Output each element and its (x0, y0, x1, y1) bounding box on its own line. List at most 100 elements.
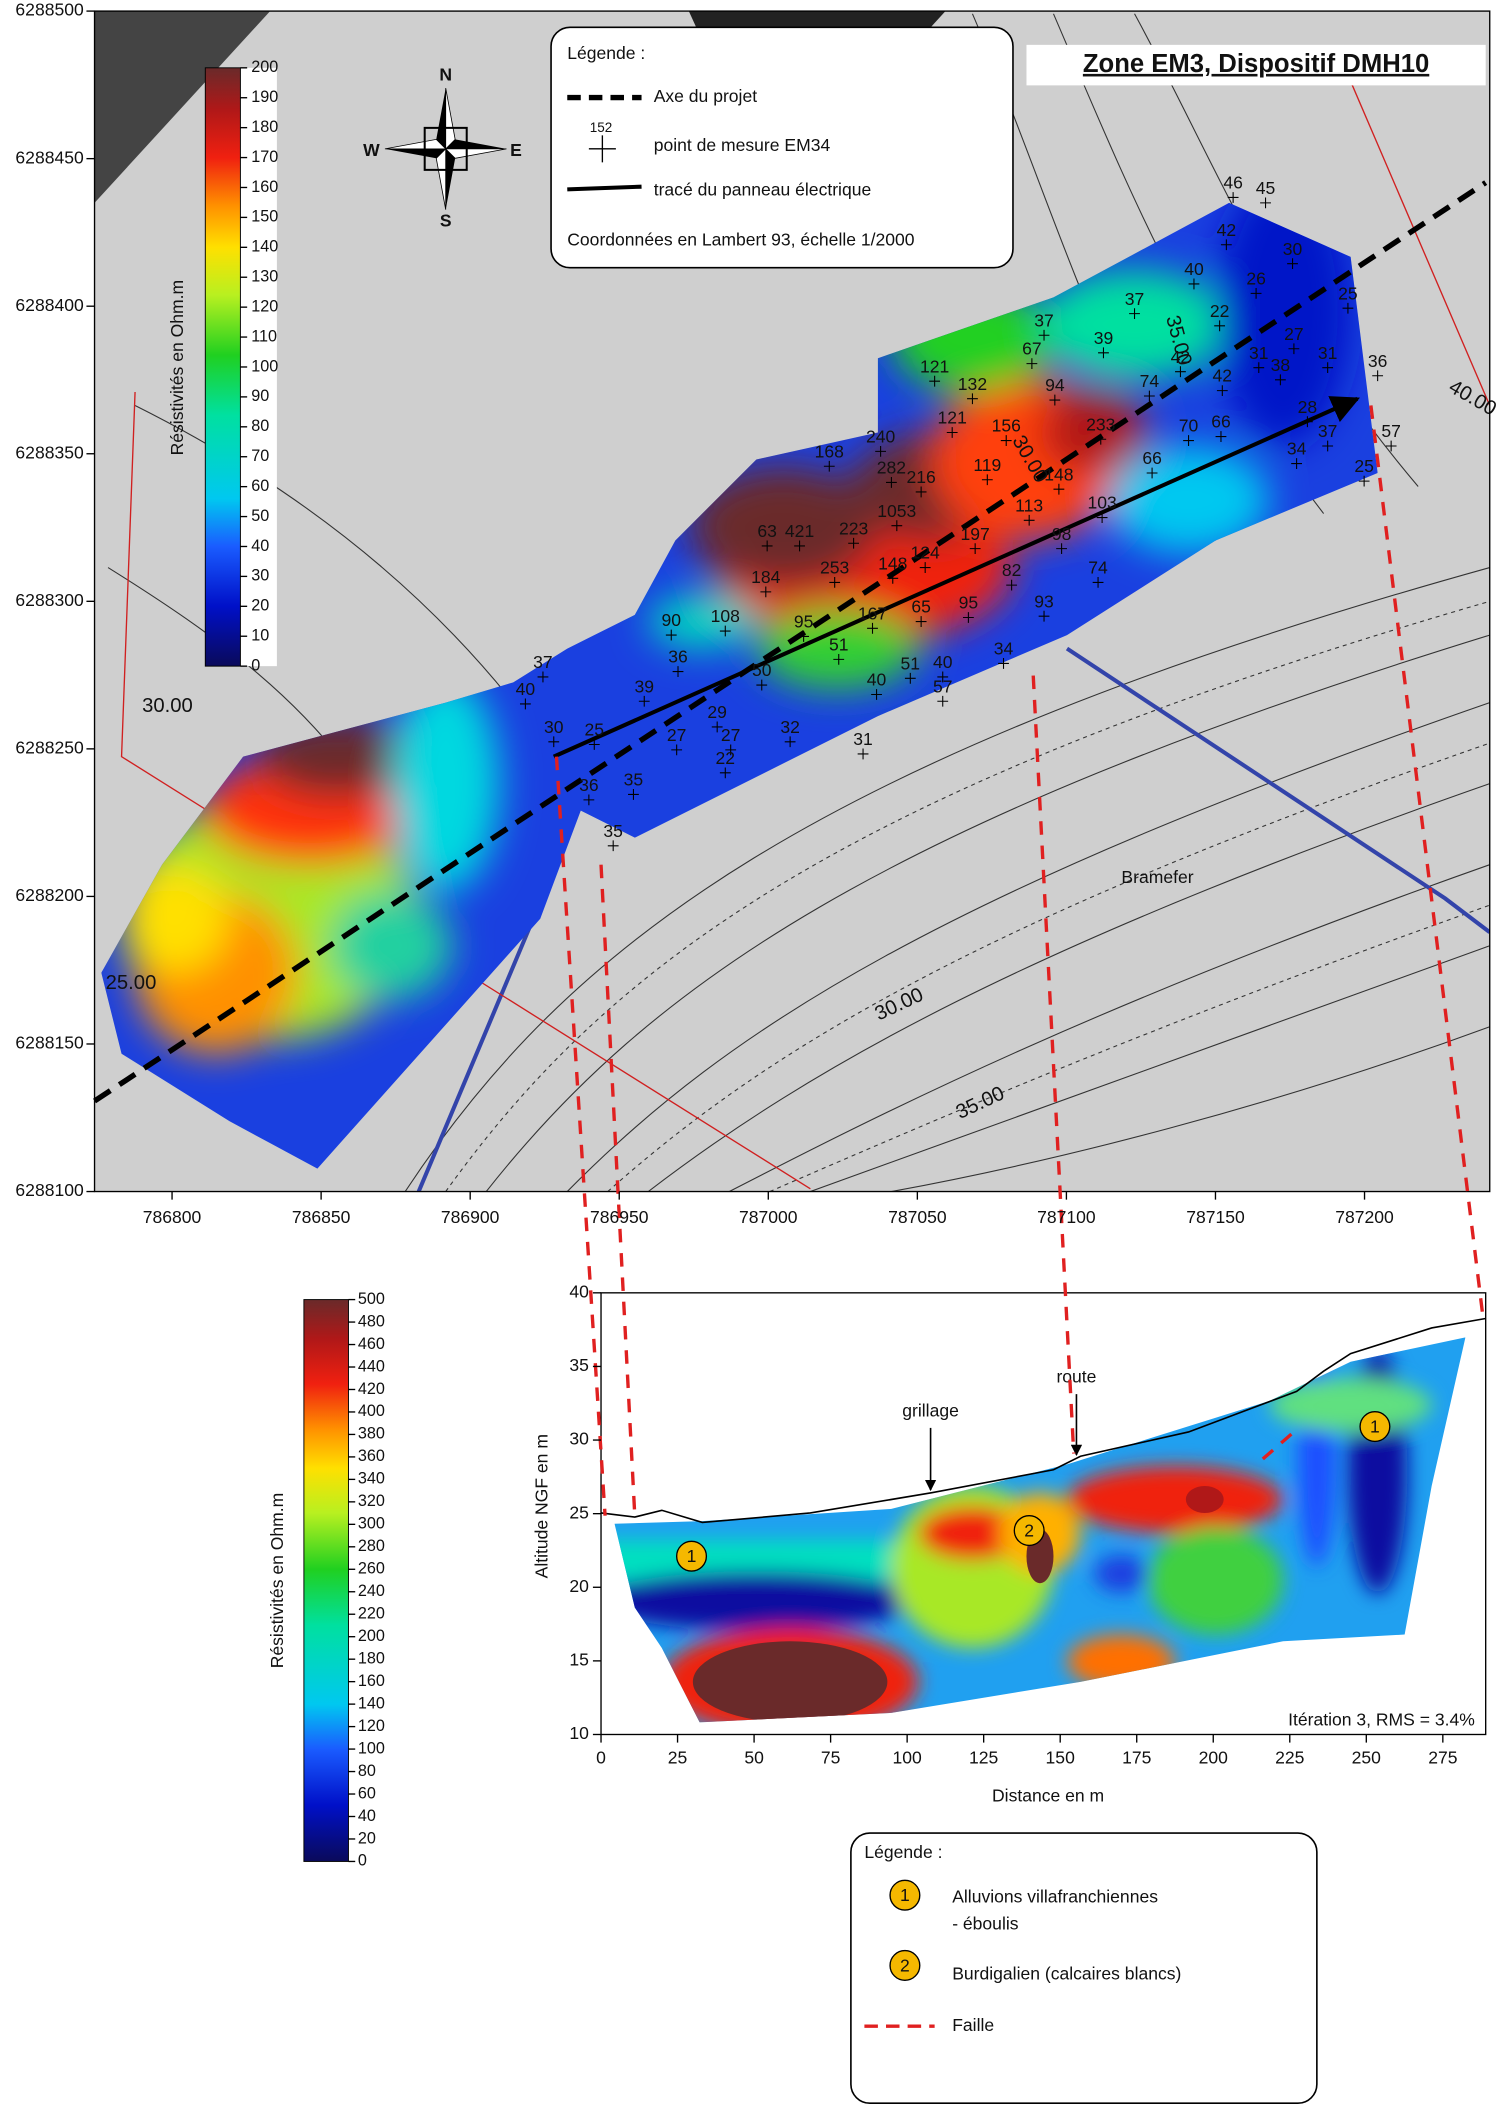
measure-point (1385, 440, 1397, 452)
colorbar-tick-label: 180 (251, 118, 278, 136)
y-tick-label: 25 (569, 1502, 589, 1522)
measure-point-label: 22 (1210, 301, 1230, 321)
colorbar-tick-label: 140 (251, 238, 278, 256)
measure-point-label: 34 (1287, 439, 1307, 459)
colorbar-tick-label: 260 (358, 1560, 385, 1578)
compass-e: E (510, 140, 522, 160)
measure-point (1322, 440, 1334, 452)
compass-s: S (440, 210, 452, 230)
y-tick-label: 30 (569, 1429, 589, 1449)
colorbar-tick-label: 300 (358, 1515, 385, 1533)
measure-point (823, 460, 835, 472)
measure-point (1049, 394, 1061, 406)
measure-point-label: 36 (668, 647, 688, 667)
measure-point (946, 427, 958, 438)
colorbar-tick-label: 70 (251, 447, 269, 465)
measure-point-label: 40 (933, 652, 953, 672)
measure-point (548, 736, 560, 748)
project-axis (93, 180, 1488, 1104)
measure-point-label: 37 (1318, 421, 1338, 441)
section-colorbar-label: Résistivités en Ohm.m (267, 1493, 287, 1669)
x-tick-label: 125 (969, 1747, 999, 1767)
measure-point-label: 156 (992, 416, 1021, 436)
colorbar-tick-label: 50 (251, 507, 269, 525)
measure-point-label: 66 (1142, 448, 1162, 468)
section-legend: Légende : 1 Alluvions villafranchiennes … (850, 1832, 1318, 2105)
measure-point (1260, 197, 1271, 209)
colorbar-tick-label: 160 (358, 1672, 385, 1690)
measure-point (1006, 579, 1018, 591)
x-tick-label: 275 (1428, 1747, 1458, 1767)
title-background (1026, 44, 1486, 86)
legend-title: Légende : (567, 43, 645, 63)
unit-marker (1359, 1411, 1391, 1443)
measure-point (1023, 514, 1035, 526)
colorbar-tick-label: 280 (358, 1537, 385, 1555)
y-tick-label: 6288300 (15, 590, 84, 610)
measure-point (761, 540, 773, 552)
colorbar-tick-label: 170 (251, 148, 278, 166)
measure-point (1000, 435, 1012, 446)
colorbar-tick-label: 200 (358, 1627, 385, 1645)
measure-point-label: 121 (920, 356, 949, 376)
section-y-label: Altitude NGF en m (532, 1434, 552, 1578)
measure-point (1038, 610, 1050, 622)
measure-point (719, 767, 731, 779)
colorbar-tick-label: 120 (358, 1717, 385, 1735)
colorbar-tick-label: 320 (358, 1492, 385, 1510)
measure-point-label: 93 (1034, 591, 1054, 611)
measure-point-label: 148 (1044, 464, 1073, 484)
measure-point-label: 37 (1125, 289, 1145, 309)
legend-marker: 2 (900, 1955, 910, 1975)
colorbar-tick-label: 220 (358, 1605, 385, 1623)
measure-point-label: 36 (579, 775, 599, 795)
colorbar-tick-label: 30 (251, 567, 269, 585)
measure-point-label: 197 (961, 524, 990, 544)
measure-point-label: 90 (661, 610, 681, 630)
measure-point-label: 39 (1094, 328, 1114, 348)
measure-point (794, 540, 805, 552)
faults (554, 405, 1485, 1516)
measure-point-label: 124 (911, 543, 941, 563)
colorbar-tick-label: 110 (251, 327, 277, 345)
measure-point-label: 37 (533, 652, 553, 672)
unit-marker (1013, 1515, 1045, 1547)
measure-point-label: 36 (1368, 351, 1388, 371)
legend-item: Burdigalien (calcaires blancs) (952, 1964, 1181, 1984)
measure-point-label: 31 (853, 729, 873, 749)
legend-title: Légende : (864, 1842, 942, 1862)
measure-point-label: 57 (933, 676, 953, 696)
measure-point-label: 32 (780, 717, 800, 737)
measure-point-label: 51 (829, 635, 849, 655)
y-tick-label: 35 (569, 1355, 589, 1375)
measure-point (1183, 435, 1194, 446)
compass: N S E W (363, 65, 522, 231)
colorbar-tick-label: 90 (251, 387, 269, 405)
measure-point-label: 25 (1354, 456, 1374, 476)
x-tick-label: 175 (1122, 1747, 1152, 1767)
legend-marker: 1 (900, 1885, 910, 1905)
y-tick-label: 6288200 (15, 885, 84, 905)
y-tick-label: 6288250 (15, 738, 84, 758)
colorbar-tick-label: 150 (251, 208, 278, 226)
contour-label: 25.00 (106, 972, 157, 994)
measure-point-label: 74 (1088, 558, 1108, 578)
measure-point-label: 57 (1381, 421, 1401, 441)
x-tick-label: 787000 (739, 1207, 798, 1227)
measure-point-label: 45 (1256, 178, 1276, 198)
colorbar-tick-label: 190 (251, 88, 278, 106)
colorbar-tick-label: 240 (358, 1582, 385, 1600)
measure-point (1227, 192, 1239, 203)
measure-point (1092, 577, 1104, 588)
measure-point-label: 25 (1338, 283, 1358, 303)
x-tick-label: 787200 (1335, 1207, 1394, 1227)
x-tick-label: 225 (1275, 1747, 1305, 1767)
colorbar-tick-label: 40 (251, 537, 269, 555)
measure-point (798, 631, 810, 642)
x-tick-label: 787150 (1186, 1207, 1245, 1227)
measure-point (833, 653, 845, 665)
measure-point-label: 240 (866, 427, 896, 447)
measure-point-label: 22 (716, 748, 736, 768)
legend-item: - éboulis (952, 1914, 1019, 1934)
